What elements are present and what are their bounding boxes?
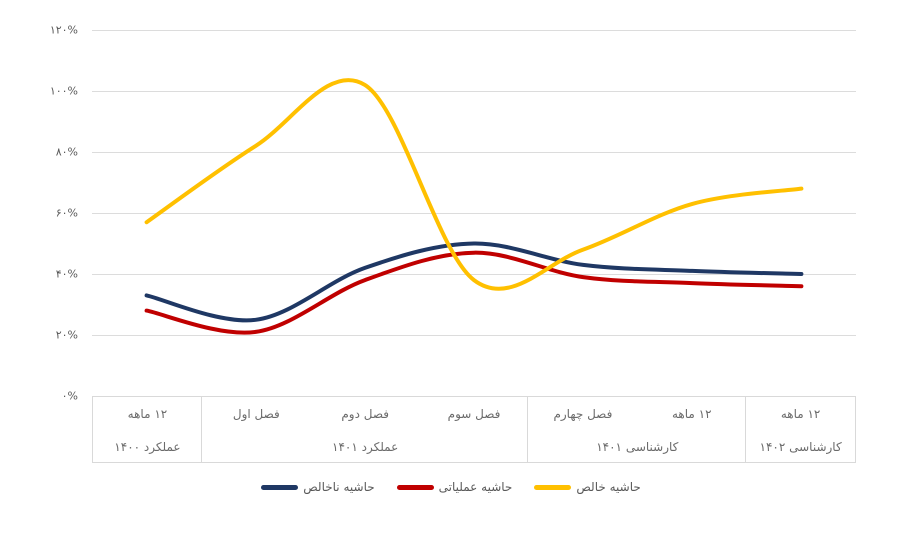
- x-axis-group-cell: کارشناسی ۱۴۰۱: [596, 439, 679, 454]
- x-axis-category-table: ۱۲ ماهه فصل اول فصل دوم فصل سوم فصل چهارم ۱۲ …: [92, 396, 856, 463]
- x-axis-group-cell: عملکرد ۱۴۰۰: [114, 439, 181, 454]
- legend-item: حاشیه ناخالص: [261, 480, 375, 494]
- x-axis-group-cell: عملکرد ۱۴۰۱: [332, 439, 399, 454]
- y-axis-tick-label: ۴۰%: [55, 267, 78, 281]
- x-axis-category-cell: ۱۲ ماهه: [780, 407, 821, 421]
- operating-margin-line: [144, 250, 804, 335]
- legend-color-pill: [396, 484, 434, 490]
- x-axis-group-cell: کارشناسی ۱۴۰۲: [759, 439, 842, 454]
- gross-margin-line: [144, 241, 804, 323]
- y-axis-tick-label: ۶۰%: [55, 206, 78, 220]
- x-axis-category-cell: فصل دوم: [341, 407, 389, 421]
- y-axis-tick-label: ۱۲۰%: [49, 23, 78, 37]
- y-axis-tick-label: ۰%: [61, 389, 78, 403]
- y-axis-tick-label: ۲۰%: [55, 328, 78, 342]
- chart-legend: حاشیه ناخالص حاشیه عملیاتی حاشیه خالص: [0, 480, 902, 494]
- x-axis-quarter-row: ۱۲ ماهه فصل اول فصل دوم فصل سوم فصل چهارم ۱۲ …: [93, 397, 855, 431]
- x-axis-category-cell: فصل سوم: [447, 407, 501, 421]
- x-axis-group-row: عملکرد ۱۴۰۰ عملکرد ۱۴۰۱ کارشناسی ۱۴۰۱ کارشن…: [93, 431, 855, 462]
- x-axis-group-divider: [200, 397, 202, 462]
- legend-label: حاشیه ناخالص: [303, 480, 375, 494]
- x-axis-category-cell: فصل چهارم: [553, 407, 613, 421]
- x-axis-category-cell: ۱۲ ماهه: [671, 407, 712, 421]
- y-axis-tick-label: ۱۰۰%: [49, 84, 78, 98]
- legend-item: حاشیه خالص: [534, 480, 641, 494]
- x-axis-group-divider: [527, 397, 529, 462]
- x-axis-category-cell: فصل اول: [232, 407, 280, 421]
- x-axis-group-divider: [745, 397, 747, 462]
- x-axis-category-cell: ۱۲ ماهه: [127, 407, 168, 421]
- legend-color-pill: [261, 484, 299, 490]
- legend-color-pill: [534, 484, 572, 490]
- y-axis-tick-label: ۸۰%: [55, 145, 78, 159]
- legend-item: حاشیه عملیاتی: [396, 480, 513, 494]
- net-margin-line: [144, 78, 804, 291]
- legend-label: حاشیه خالص: [576, 480, 641, 494]
- legend-label: حاشیه عملیاتی: [438, 480, 513, 494]
